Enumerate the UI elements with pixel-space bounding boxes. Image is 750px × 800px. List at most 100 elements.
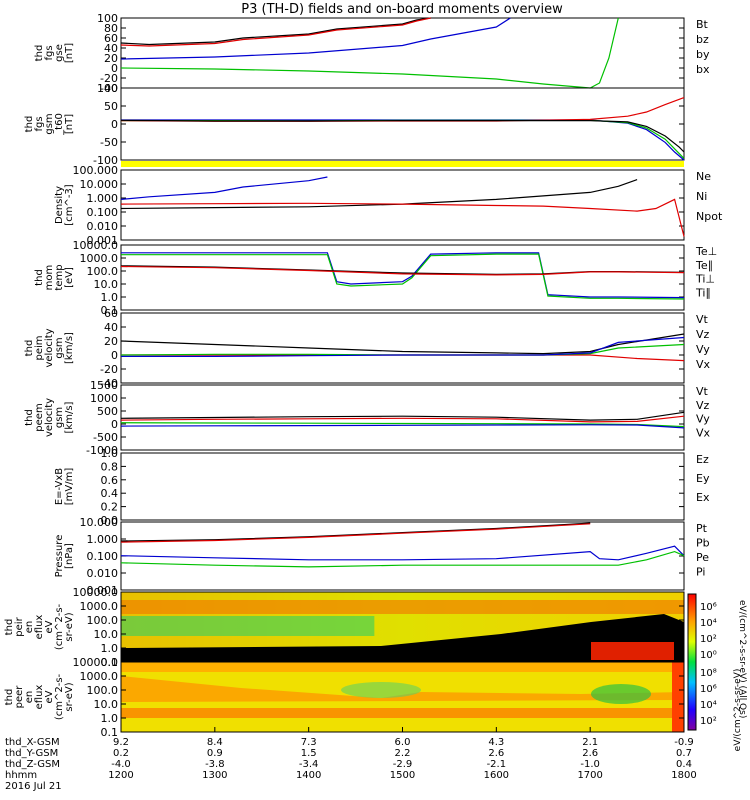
ytick-label: 10.000 xyxy=(80,516,119,529)
ylabel-line: thd xyxy=(24,409,35,426)
ylabel-line: [cm^-3] xyxy=(64,184,75,225)
electron-edge-band xyxy=(672,662,684,732)
series-bx xyxy=(120,17,511,60)
ylabel-line: sr-eV) xyxy=(64,612,75,641)
series-pi xyxy=(120,545,685,561)
ytick-label: 1.000 xyxy=(87,192,119,205)
colorbar-tick: 10⁴ xyxy=(700,618,717,629)
ytick-label: 1500 xyxy=(90,379,118,392)
series-z xyxy=(120,97,685,122)
series-pt xyxy=(120,522,591,542)
ylabel-line: [mV/m] xyxy=(64,468,75,506)
ytick-label: 0.1 xyxy=(101,304,119,317)
ytick-label: 20 xyxy=(104,52,118,65)
ytick-label: 1.0 xyxy=(101,291,119,304)
ylabel-line: Pressure xyxy=(54,535,65,578)
ylabel-line: [nT] xyxy=(64,43,75,63)
panel-efield: 1.00.80.60.40.20.0 E=-VxB [mV/m] Ez Ey Ex xyxy=(54,447,710,527)
ytick-label: 1000 xyxy=(90,392,118,405)
ylabel-line: eV xyxy=(44,690,55,703)
legend-ti⊥: Ti⊥ xyxy=(695,273,715,286)
xaxis-value: -0.9 xyxy=(674,737,694,748)
ylabel-line: mom xyxy=(44,265,55,291)
ytick-label: 0.0 xyxy=(101,514,119,527)
ytick-label: 500 xyxy=(97,405,118,418)
series-ne xyxy=(120,198,685,237)
electron-mid-band xyxy=(121,676,684,702)
ylabel-line: thd xyxy=(34,269,45,286)
legend-vz: Vz xyxy=(696,328,710,341)
legend-bt: Bt xyxy=(696,18,709,31)
legend-ne: Ne xyxy=(696,170,711,183)
panel-frame xyxy=(120,17,685,89)
ylabel-line: _t60 xyxy=(54,113,65,136)
series-ni xyxy=(120,179,638,210)
electron-low-band xyxy=(121,708,684,718)
series-vx xyxy=(121,336,685,357)
xaxis-value: 1600 xyxy=(484,770,509,781)
legend-ti∥: Ti∥ xyxy=(695,286,711,299)
ylabel-line: thd xyxy=(24,116,35,133)
colorbar-tick: 10⁸ xyxy=(700,668,717,679)
ytick-label: 10.0 xyxy=(94,698,119,711)
xaxis-value: 2.1 xyxy=(582,737,598,748)
legend-vx: Vx xyxy=(696,358,711,371)
ion-high-energy-band xyxy=(121,600,684,614)
ytick-label: 1000.0 xyxy=(80,600,119,613)
ylabel-line: [km/s] xyxy=(64,332,75,364)
ytick-label: 10000.0 xyxy=(73,586,119,599)
xaxis-value: -2.9 xyxy=(393,759,413,770)
ytick-label: 100.000 xyxy=(73,164,119,177)
ytick-label: 1000.0 xyxy=(80,252,119,265)
ylabel-line: gsm xyxy=(54,337,65,358)
legend-vt: Vt xyxy=(696,385,709,398)
xaxis-row-label: thd_X-GSM xyxy=(5,737,60,748)
colorbar-tick: 10⁶ xyxy=(700,684,717,695)
colorbar-tick: 10⁴ xyxy=(700,700,717,711)
ylabel-line: gse xyxy=(54,44,65,62)
panel-frame xyxy=(120,87,685,161)
ytick-label: 0.010 xyxy=(87,567,119,580)
ytick-label: 0 xyxy=(111,62,118,75)
legend-vt: Vt xyxy=(696,313,709,326)
colorbar: 10⁶ 10⁴ 10² 10⁰ 10⁸ 10⁶ 10⁴ 10² eV/(cm^2-s-sr-eV… xyxy=(687,593,747,751)
ytick-label: 0.4 xyxy=(101,487,119,500)
ytick-label: -40 xyxy=(100,377,118,390)
electron-green-patch xyxy=(591,684,651,704)
legend-vx: Vx xyxy=(696,426,711,439)
ytick-label: -40 xyxy=(100,82,118,95)
ylabel-line: (cm^2-s- xyxy=(54,673,65,720)
legend-npot: Npot xyxy=(696,210,723,223)
ylabel-line: thd xyxy=(4,689,15,706)
series-t xyxy=(120,119,685,153)
ylabel-line: Density xyxy=(54,186,65,224)
panel-frame xyxy=(120,312,685,384)
ylabel-line: peir xyxy=(14,616,25,636)
quality-flag-band xyxy=(121,161,684,167)
xaxis-value: -1.0 xyxy=(580,759,600,770)
legend-bz: bz xyxy=(696,33,709,46)
series-te⊥ xyxy=(120,265,685,276)
ytick-label: 100.0 xyxy=(87,265,119,278)
legend-bx: bx xyxy=(696,63,710,76)
xaxis-value: 1800 xyxy=(671,770,696,781)
series-npot xyxy=(120,176,328,200)
xaxis-value: -4.0 xyxy=(111,759,131,770)
ytick-label: 60 xyxy=(104,307,118,320)
xaxis-value: 9.2 xyxy=(113,737,129,748)
legend-ex: Ex xyxy=(696,491,710,504)
colorbar-tick: 10² xyxy=(700,716,717,727)
xaxis-value: 1400 xyxy=(296,770,321,781)
ytick-label: 10000.0 xyxy=(73,239,119,252)
ylabel-line: [km/s] xyxy=(64,401,75,433)
ylabel-line: [nT] xyxy=(64,114,75,134)
colorbar-label-top: eV/(cm^2-s-sr-eV) (All Qs) xyxy=(737,600,747,718)
legend-pe: Pe xyxy=(696,551,709,564)
ytick-label: -500 xyxy=(93,431,118,444)
panel-fgs-gsm: 100 50 0 -50 -100 thd fgs gsm _t60 [nT] xyxy=(24,82,685,167)
ytick-label: 40 xyxy=(104,321,118,334)
ylabel-line: eflux xyxy=(34,615,45,640)
